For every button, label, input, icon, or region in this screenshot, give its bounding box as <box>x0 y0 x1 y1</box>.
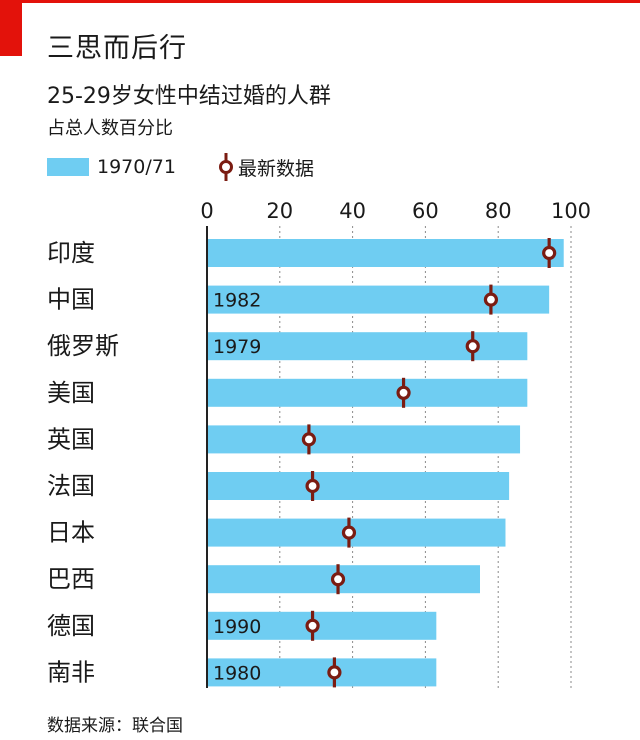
chart-subtitle: 25-29岁女性中结过婚的人群 <box>47 84 331 109</box>
category-label-4: 美国 <box>47 379 95 407</box>
category-label-2: 中国 <box>47 286 95 314</box>
x-tick-label-0: 0 <box>200 199 213 223</box>
bar-10 <box>207 658 437 687</box>
latest-marker-9 <box>305 618 320 633</box>
bar-4 <box>207 378 528 407</box>
bar-year-note-10: 1980 <box>213 662 261 684</box>
legend-marker-icon <box>218 153 233 181</box>
legend: 1970/71 最新数据 <box>47 152 314 182</box>
category-label-8: 巴西 <box>47 565 95 593</box>
x-tick-label-20: 20 <box>266 199 293 223</box>
latest-marker-5 <box>301 432 317 447</box>
category-label-7: 日本 <box>47 519 95 547</box>
category-label-1: 印度 <box>47 239 95 267</box>
category-label-5: 英国 <box>47 425 95 453</box>
chart-title: 三思而后行 <box>47 33 187 64</box>
latest-marker-3 <box>465 339 480 354</box>
latest-marker-6 <box>305 478 320 494</box>
category-label-10: 南非 <box>47 658 95 686</box>
bar-year-note-2: 1982 <box>213 290 261 312</box>
bar-7 <box>207 518 506 547</box>
latest-marker-8 <box>330 572 346 587</box>
bar-9 <box>207 611 437 640</box>
bar-1 <box>207 239 564 267</box>
category-label-9: 德国 <box>47 612 95 640</box>
latest-marker-10 <box>327 665 342 680</box>
bar-6 <box>207 472 510 500</box>
legend-latest-label: 最新数据 <box>237 157 314 180</box>
legend-baseline-label: 1970/71 <box>97 156 176 178</box>
bar-year-note-9: 1990 <box>213 616 261 638</box>
legend-bar-swatch <box>47 158 89 176</box>
x-tick-label-40: 40 <box>339 199 366 223</box>
category-label-3: 俄罗斯 <box>47 332 119 360</box>
chart-unit-label: 占总人数百分比 <box>47 118 173 139</box>
x-tick-label-60: 60 <box>412 199 439 223</box>
x-tick-label-100: 100 <box>551 199 591 223</box>
top-accent-line <box>0 0 640 3</box>
x-tick-label-80: 80 <box>485 199 512 223</box>
brand-accent-block <box>0 0 22 56</box>
category-label-6: 法国 <box>47 472 95 500</box>
latest-marker-7 <box>341 525 357 540</box>
latest-marker-1 <box>542 245 557 261</box>
latest-marker-2 <box>483 292 499 307</box>
source-note: 数据来源：联合国 <box>47 716 183 736</box>
latest-marker-4 <box>396 385 411 400</box>
bar-5 <box>207 425 521 454</box>
bar-year-note-3: 1979 <box>213 336 261 358</box>
